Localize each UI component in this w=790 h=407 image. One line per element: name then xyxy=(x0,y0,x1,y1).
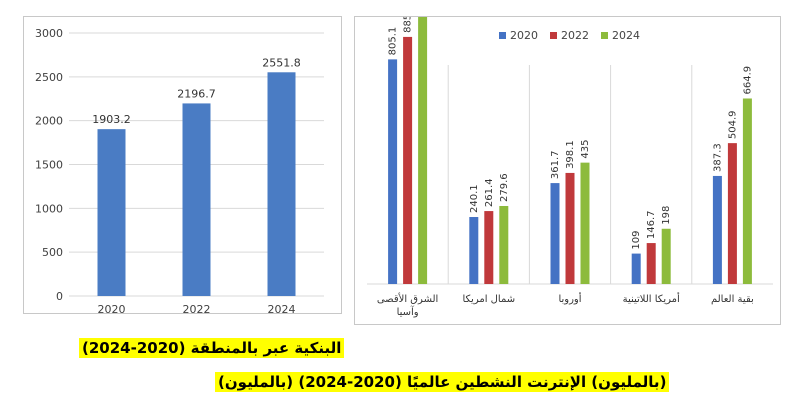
data-label: 240.1 xyxy=(469,184,480,213)
data-label: 387.3 xyxy=(712,143,723,172)
data-label: 398.1 xyxy=(565,140,576,169)
bar-2020-cat2 xyxy=(550,183,560,284)
y-tick-label: 2500 xyxy=(35,71,63,84)
data-label: 146.7 xyxy=(646,210,657,239)
data-label: 279.6 xyxy=(499,173,510,202)
caption-line-1: البنكية عبر بالمنطقة (2020-2024) xyxy=(79,338,345,358)
bar-2024-cat0 xyxy=(418,17,428,285)
data-label: 109 xyxy=(631,230,642,249)
y-tick-label: 0 xyxy=(56,290,63,303)
bar-2022-cat1 xyxy=(484,211,494,284)
x-category-label: أمريكا اللاتينية xyxy=(623,292,680,305)
legend-label-2022: 2022 xyxy=(561,29,589,42)
bar-2024-cat1 xyxy=(499,205,509,284)
legend-swatch-2022 xyxy=(550,32,557,39)
data-label: 664.9 xyxy=(742,66,753,95)
y-tick-label: 1000 xyxy=(35,202,63,215)
x-category-label: أوروبا xyxy=(558,292,581,305)
bar-2024-cat4 xyxy=(742,98,752,285)
legend-item-2024: 2024 xyxy=(601,29,640,42)
legend-label-2020: 2020 xyxy=(510,29,538,42)
data-label: 2551.8 xyxy=(262,56,301,69)
x-category-label: بقية العالم xyxy=(711,294,754,305)
bar-2022-cat4 xyxy=(727,143,737,284)
data-label: 805.1 xyxy=(388,27,399,56)
data-label: 885.6 xyxy=(403,17,414,33)
legend-item-2020: 2020 xyxy=(499,29,538,42)
bar-2024 xyxy=(267,72,296,296)
x-tick-label: 2022 xyxy=(183,303,211,315)
bar-2022-cat2 xyxy=(565,172,575,284)
bar-2020-cat3 xyxy=(631,253,641,284)
caption-line-2: (بالمليون) الإنترنت النشطين عالميًا (202… xyxy=(215,372,670,392)
legend-swatch-2020 xyxy=(499,32,506,39)
x-tick-label: 2020 xyxy=(98,303,126,315)
y-tick-label: 500 xyxy=(42,246,63,259)
bar-2022-cat3 xyxy=(646,243,656,284)
bar-2024-cat2 xyxy=(580,162,590,284)
data-label: 261.4 xyxy=(484,178,495,207)
x-tick-label: 2024 xyxy=(268,303,296,315)
legend-item-2022: 2022 xyxy=(550,29,589,42)
bar-2022 xyxy=(182,103,211,296)
data-label: 198 xyxy=(661,206,672,225)
y-tick-label: 2000 xyxy=(35,115,63,128)
bar-2024-cat3 xyxy=(661,228,671,284)
x-category-label: شمال امريكا xyxy=(462,294,515,305)
data-label: 435 xyxy=(580,140,591,159)
data-label: 2196.7 xyxy=(177,87,216,100)
left-bar-chart: 0 500 1000 1500 2000 2500 3000 1903.2 2020 2196.7… xyxy=(35,27,324,315)
x-category-label: وآسيا xyxy=(397,305,419,318)
bar-2020-cat4 xyxy=(712,175,722,284)
data-label: 1903.2 xyxy=(92,113,131,126)
bar-2020 xyxy=(97,129,126,296)
data-label: 361.7 xyxy=(550,150,561,179)
bar-2020-cat0 xyxy=(388,59,398,284)
y-tick-label: 1500 xyxy=(35,159,63,172)
x-category-label: الشرق الأقصى xyxy=(377,292,438,305)
legend-swatch-2024 xyxy=(601,32,608,39)
bar-2022-cat0 xyxy=(403,36,413,284)
legend: 2020 2022 2024 xyxy=(499,29,640,42)
bar-2020-cat1 xyxy=(469,217,479,284)
legend-label-2024: 2024 xyxy=(612,29,640,42)
left-chart-panel: 0 500 1000 1500 2000 2500 3000 1903.2 2020 2196.7… xyxy=(23,16,342,315)
y-tick-label: 3000 xyxy=(35,27,63,40)
data-label: 504.9 xyxy=(727,110,738,139)
